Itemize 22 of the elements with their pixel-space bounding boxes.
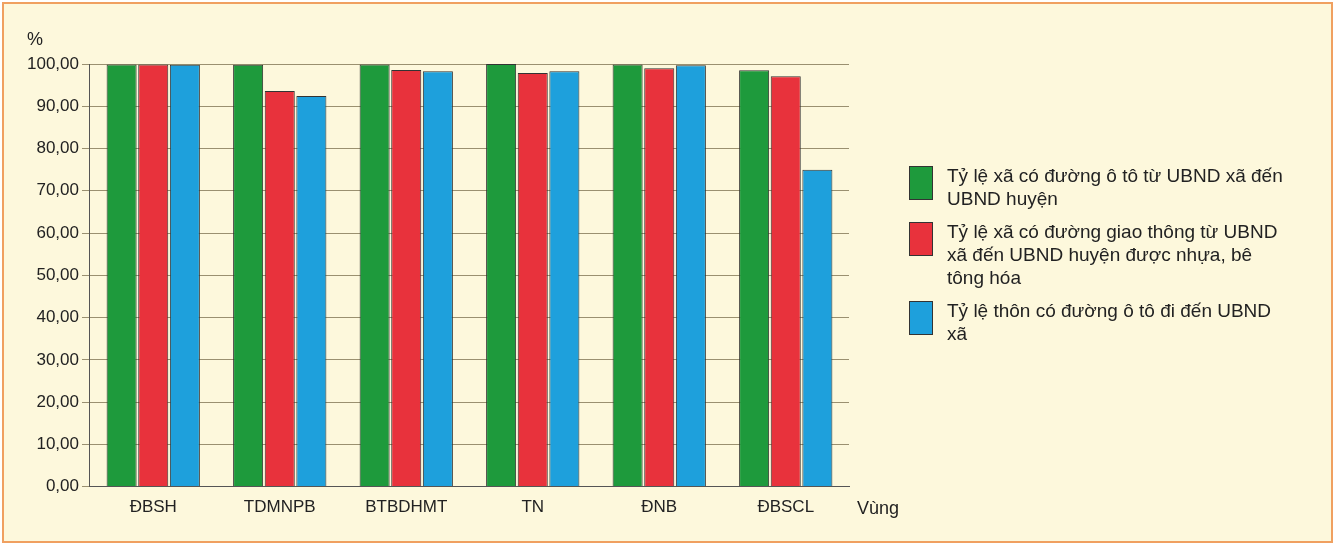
x-tick-label: BTBDHMT xyxy=(365,497,448,517)
y-tick-label: 0,00 xyxy=(45,476,79,496)
y-tick-label: 10,00 xyxy=(36,434,79,454)
y-tick-label: 60,00 xyxy=(36,222,79,242)
legend-label: Tỷ lệ xã có đường ô tô từ UBND xã đến UBND huyện xyxy=(947,164,1284,210)
y-tick-label: 40,00 xyxy=(36,307,79,327)
y-tick-label: 50,00 xyxy=(36,264,79,284)
y-tick-label: 90,00 xyxy=(36,95,79,115)
y-axis-title: % xyxy=(26,28,43,49)
y-tick-label: 100,00 xyxy=(27,53,79,73)
y-tick-label: 30,00 xyxy=(36,349,79,369)
y-tick-label: 70,00 xyxy=(36,180,79,200)
legend-label: Tỷ lệ xã có đường giao thông từ UBND xã đến UBND huyện được nhựa, bê tông hóa xyxy=(947,220,1279,289)
x-axis-title: Vùng xyxy=(857,497,900,518)
x-tick-label: ĐBSH xyxy=(129,497,177,517)
y-tick-label: 80,00 xyxy=(36,138,79,158)
x-tick-label: TDMNPB xyxy=(243,497,316,517)
x-tick-label: ĐNB xyxy=(641,497,678,517)
x-tick-label: ĐBSCL xyxy=(757,497,815,517)
x-tick-label: TN xyxy=(521,497,545,517)
legend-label: Tỷ lệ thôn có đường ô tô đi đến UBND xã xyxy=(947,299,1273,345)
y-tick-label: 20,00 xyxy=(36,391,79,411)
